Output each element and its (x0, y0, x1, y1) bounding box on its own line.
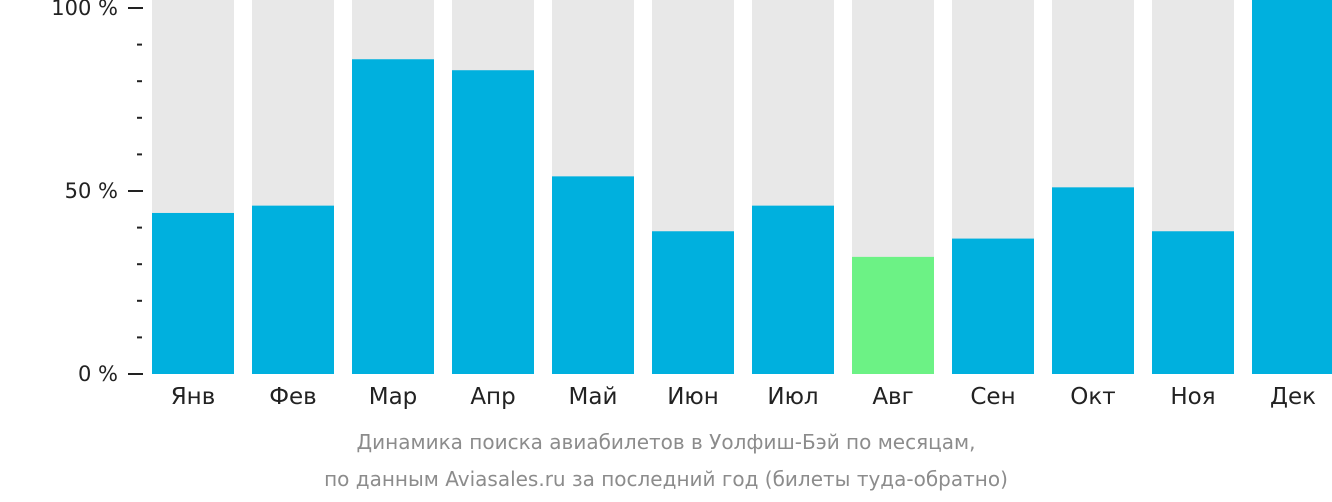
x-tick-label-4: Апр (470, 384, 515, 410)
x-tick-label-2: Фев (269, 384, 317, 410)
y-tick-label: 0 % (78, 362, 118, 386)
x-tick-label-1: Янв (171, 384, 216, 410)
bar-3 (352, 59, 434, 375)
bar-11 (1152, 231, 1234, 374)
x-tick-label-9: Сен (970, 384, 1015, 410)
x-axis-labels: Янв Фев Мар Апр Май Июн Июл Авг Сен Окт Ноя Дек (171, 384, 1316, 410)
chart-caption-line-2: по данным Aviasales.ru за последний год … (324, 467, 1008, 491)
x-tick-label-10: Окт (1070, 384, 1115, 410)
x-tick-label-5: Май (569, 384, 618, 410)
bar-1 (152, 212, 234, 374)
bar-7 (752, 205, 834, 374)
bar-8 (852, 256, 934, 374)
x-tick-label-7: Июл (767, 384, 818, 410)
y-tick-label: 50 % (65, 179, 118, 203)
y-axis: 0 % 50 % 100 % (51, 0, 143, 386)
bar-12 (1252, 0, 1332, 374)
chart-caption-line-1: Динамика поиска авиабилетов в Уолфиш-Бэй… (356, 430, 976, 454)
bar-9 (952, 238, 1034, 374)
x-tick-label-8: Авг (872, 384, 913, 410)
x-tick-label-12: Дек (1270, 384, 1316, 410)
bar-10 (1052, 187, 1134, 374)
x-tick-label-3: Мар (369, 384, 418, 410)
bars (152, 0, 1332, 375)
x-tick-label-6: Июн (667, 384, 719, 410)
y-tick-label: 100 % (51, 0, 118, 20)
x-tick-label-11: Ноя (1170, 384, 1215, 410)
bar-5 (552, 176, 634, 374)
bar-2 (252, 205, 334, 374)
bar-4 (452, 70, 534, 374)
bar-6 (652, 231, 734, 374)
